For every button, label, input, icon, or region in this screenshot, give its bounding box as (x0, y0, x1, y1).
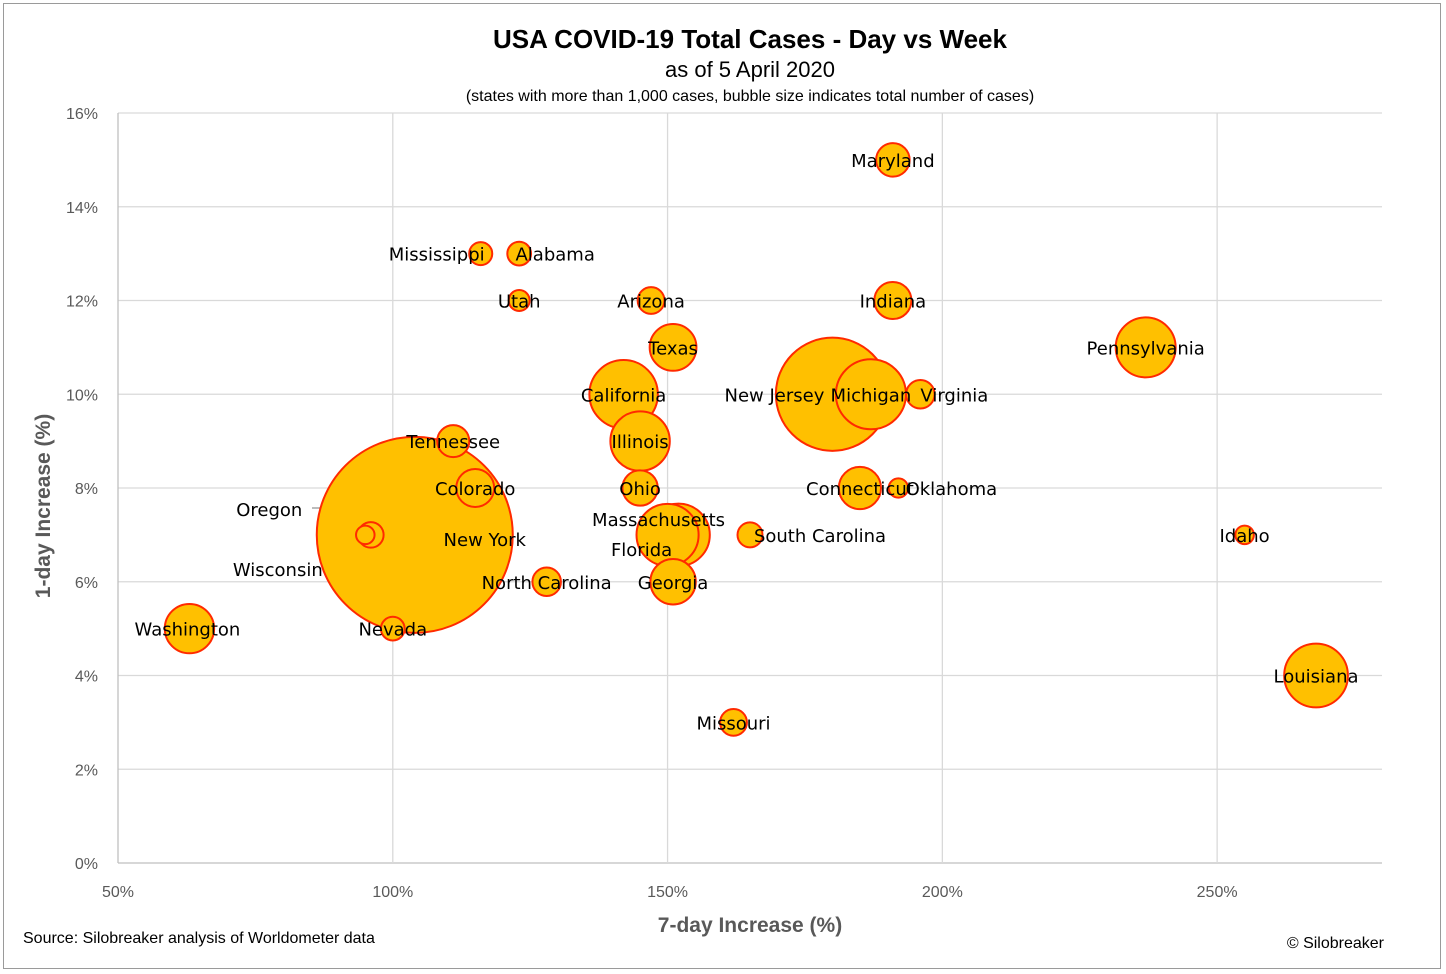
x-tick-label: 100% (372, 884, 413, 901)
point-label-washington: Washington (135, 620, 241, 641)
x-tick-label: 200% (922, 884, 963, 901)
bubble-mississippi (468, 241, 494, 267)
point-label-mississippi: Mississippi (389, 245, 485, 266)
bubble-louisiana (1283, 642, 1349, 709)
bubble-pennsylvania (1114, 316, 1177, 379)
bubble-virginia (905, 379, 936, 410)
point-label-pennsylvania: Pennsylvania (1087, 338, 1205, 359)
chart-subtitle: as of 5 April 2020 (665, 57, 835, 82)
point-label-ohio: Ohio (619, 479, 661, 500)
bubble-south-carolina (736, 521, 764, 549)
point-label-south-carolina: South Carolina (754, 526, 886, 547)
point-label-north-carolina: North Carolina (482, 573, 612, 594)
bubble-ohio (621, 469, 659, 507)
point-label-louisiana: Louisiana (1274, 667, 1359, 688)
bubble-colorado (455, 468, 496, 508)
bubble-utah (507, 289, 531, 312)
bubbles (163, 142, 1349, 737)
bubble-missouri (719, 707, 748, 737)
x-axis-title: 7-day Increase (%) (658, 914, 842, 937)
point-label-massachusetts: Massachusetts (592, 510, 725, 531)
y-tick-label: 10% (66, 387, 98, 404)
point-label-new-jersey: New Jersey (724, 385, 824, 406)
source-note: Source: Silobreaker analysis of Worldome… (23, 930, 375, 947)
x-tick-label: 150% (647, 884, 688, 901)
point-label-tennessee: Tennessee (405, 432, 500, 453)
bubble-washington (163, 602, 216, 655)
point-label-idaho: Idaho (1220, 526, 1270, 547)
bubble-maryland (875, 142, 911, 178)
y-tick-label: 12% (66, 294, 98, 311)
point-label-california: California (581, 385, 666, 406)
point-label-florida: Florida (611, 540, 672, 561)
x-tick-label: 50% (102, 884, 134, 901)
point-label-new-york: New York (444, 530, 527, 551)
point-label-michigan: Michigan (831, 385, 912, 406)
y-tick-label: 16% (66, 106, 98, 123)
point-label-connecticut: Connecticut (806, 479, 914, 500)
point-label-illinois: Illinois (612, 432, 669, 453)
y-tick-label: 0% (75, 856, 98, 873)
point-label-colorado: Colorado (435, 479, 515, 500)
y-tick-label: 2% (75, 762, 98, 779)
gridlines (117, 112, 1382, 864)
point-label-virginia: Virginia (920, 385, 988, 406)
point-label-wisconsin: Wisconsin (233, 560, 323, 581)
point-label-nevada: Nevada (358, 620, 427, 641)
point-label-texas: Texas (647, 338, 698, 359)
point-label-maryland: Maryland (851, 151, 934, 172)
bubble-arizona (636, 286, 666, 315)
y-tick-label: 14% (66, 200, 98, 217)
point-labels: Maryland Mississippi Alabama Utah Arizona Ind… (135, 151, 1359, 735)
point-label-oklahoma: Oklahoma (906, 479, 998, 500)
point-label-alabama: Alabama (515, 245, 594, 266)
bubble-nevada (379, 615, 406, 642)
bubble-connecticut (837, 465, 883, 511)
x-axis-ticks: 50% 100% 150% 200% 250% (102, 884, 1238, 901)
bubble-indiana (873, 280, 913, 321)
x-tick-label: 250% (1197, 884, 1238, 901)
bubble-north-carolina (531, 566, 562, 597)
bubble-georgia (649, 558, 697, 606)
bubble-tennessee (436, 424, 471, 459)
y-tick-label: 8% (75, 481, 98, 498)
bubble-oregon (355, 524, 376, 546)
point-label-missouri: Missouri (696, 713, 770, 734)
copyright-note: © Silobreaker (1287, 935, 1385, 952)
point-label-arizona: Arizona (617, 292, 685, 313)
bubble-oklahoma (887, 477, 910, 499)
chart-note: (states with more than 1,000 cases, bubb… (466, 88, 1034, 105)
point-label-indiana: Indiana (860, 292, 927, 313)
bubble-texas (648, 322, 698, 372)
chart-frame (3, 3, 1441, 969)
bubble-alabama (506, 240, 533, 267)
chart-title: USA COVID-19 Total Cases - Day vs Week (493, 24, 1007, 54)
y-axis-ticks: 0% 2% 4% 6% 8% 10% 12% 14% 16% (66, 106, 98, 873)
point-label-oregon: Oregon (236, 500, 302, 521)
y-tick-label: 6% (75, 575, 98, 592)
y-tick-label: 4% (75, 669, 98, 686)
y-axis-title: 1-day Increase (%) (32, 414, 55, 598)
point-label-georgia: Georgia (638, 573, 709, 594)
bubble-idaho (1234, 524, 1255, 546)
point-label-utah: Utah (498, 292, 541, 313)
